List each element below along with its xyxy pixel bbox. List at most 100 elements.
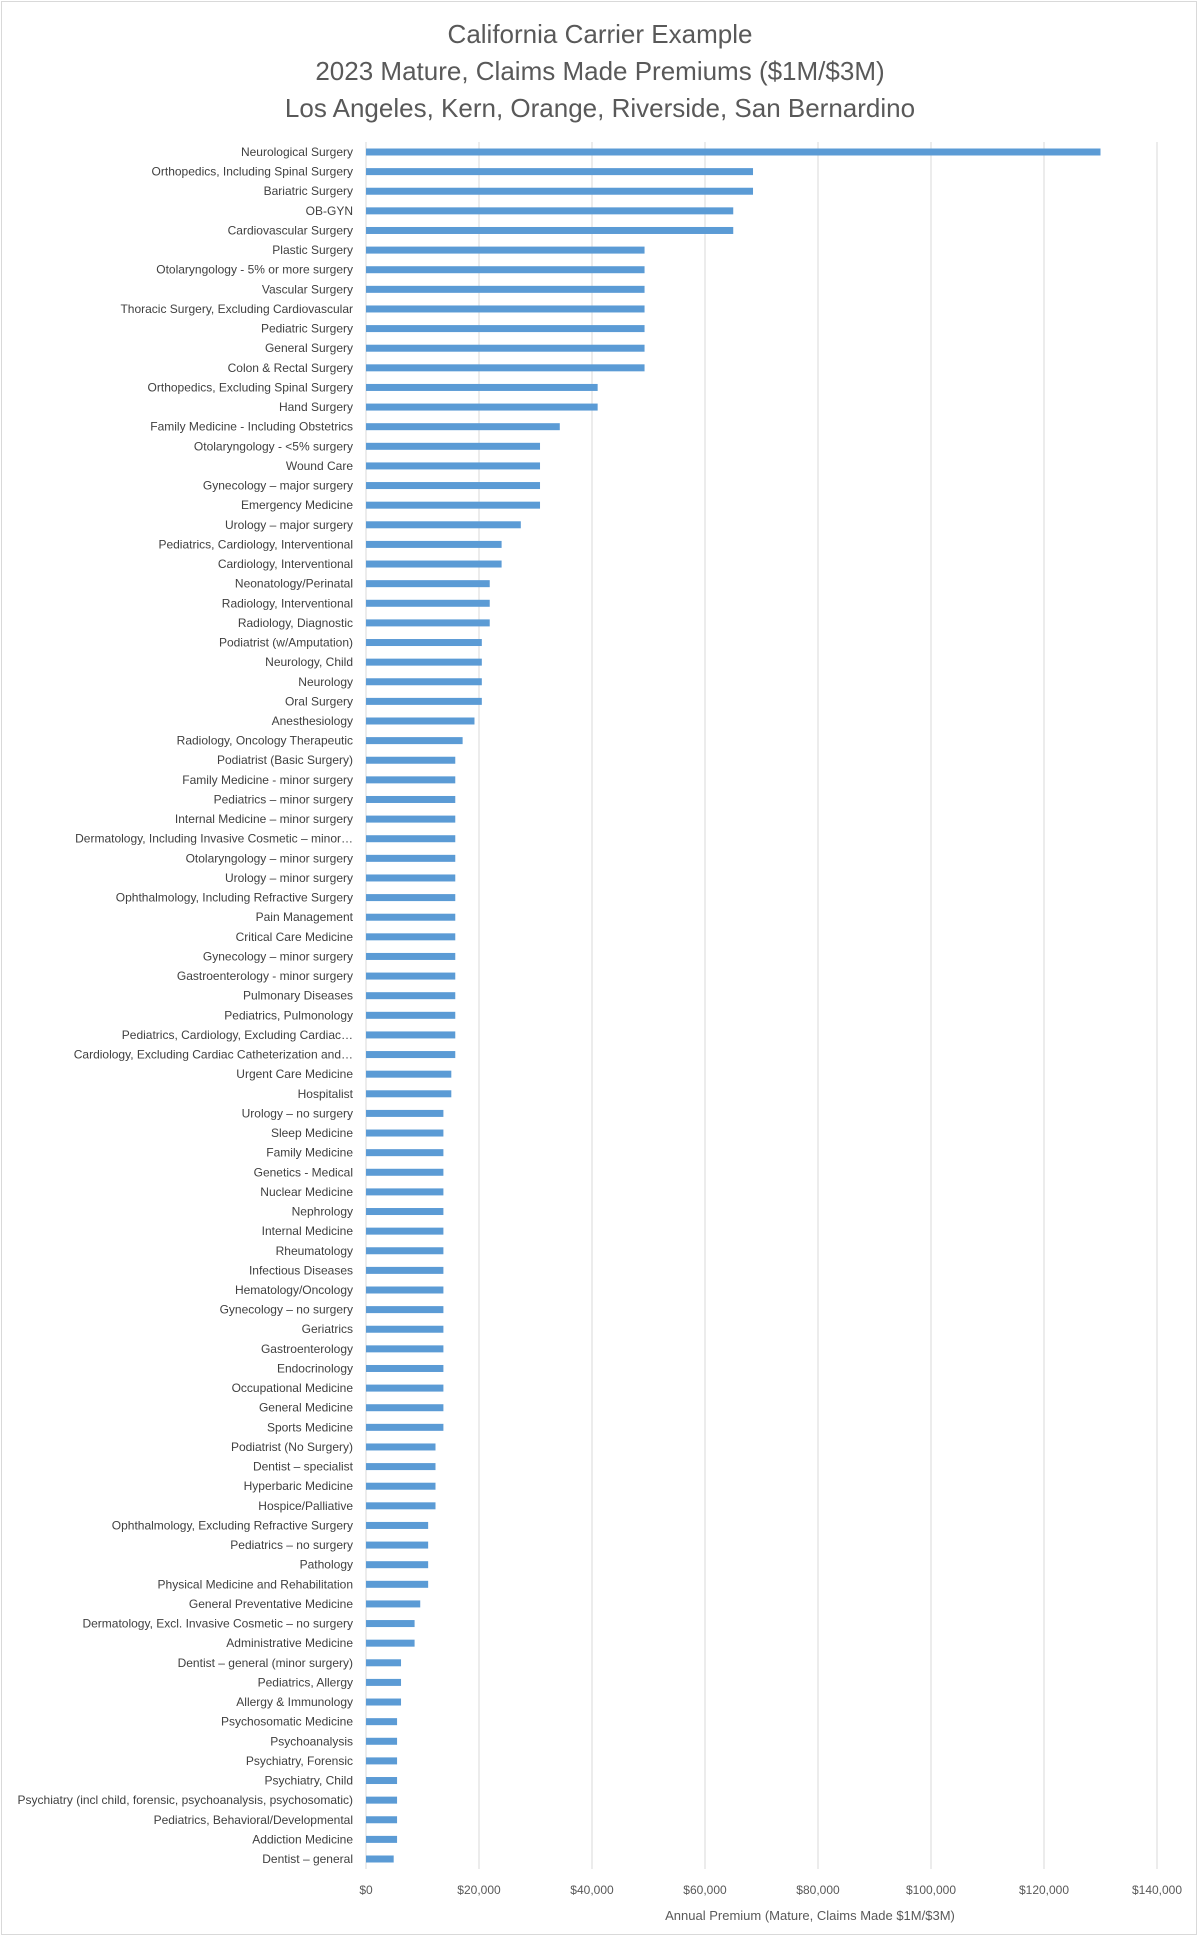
category-label: Administrative Medicine — [226, 1636, 353, 1650]
category-label: Ophthalmology, Including Refractive Surg… — [116, 891, 353, 905]
bar — [366, 1561, 429, 1569]
bar — [366, 1482, 436, 1490]
category-label: Family Medicine - minor surgery — [182, 773, 353, 787]
bar — [366, 1737, 398, 1745]
category-label: Dermatology, Excl. Invasive Cosmetic – n… — [82, 1617, 353, 1631]
category-label: Otolaryngology - <5% surgery — [194, 439, 353, 453]
bar — [366, 501, 541, 509]
bar — [366, 1384, 444, 1392]
x-tick-labels: $0 $20,000 $40,000 $60,000 $80,000 $100,000 $1… — [359, 1883, 1182, 1897]
category-label: Family Medicine - Including Obstetrics — [150, 420, 353, 434]
bar — [366, 1423, 444, 1431]
category-label: Pathology — [300, 1558, 353, 1572]
category-label: Psychiatry, Forensic — [246, 1754, 353, 1768]
category-label: Psychiatry, Child — [265, 1774, 353, 1788]
chart-title-line-2: 2023 Mature, Claims Made Premiums ($1M/$… — [315, 56, 885, 86]
bar — [366, 364, 645, 372]
category-label: Pediatric Surgery — [261, 322, 353, 336]
category-label: Otolaryngology – minor surgery — [186, 851, 353, 865]
category-label: Critical Care Medicine — [236, 930, 354, 944]
bar — [366, 795, 456, 803]
category-label: Colon & Rectal Surgery — [228, 361, 353, 375]
bar — [366, 305, 645, 313]
category-label: Gastroenterology — [261, 1342, 353, 1356]
bar — [366, 1070, 452, 1078]
category-label: General Preventative Medicine — [189, 1597, 353, 1611]
bar — [366, 403, 598, 411]
category-label: Pain Management — [256, 910, 354, 924]
bar — [366, 1325, 444, 1333]
bar — [366, 187, 754, 195]
bar — [366, 1168, 444, 1176]
category-label: Otolaryngology - 5% or more surgery — [156, 263, 353, 277]
category-label: Sports Medicine — [267, 1420, 353, 1434]
category-label: Internal Medicine – minor surgery — [175, 812, 353, 826]
category-label: General Medicine — [259, 1401, 353, 1415]
bar — [366, 1521, 429, 1529]
bar — [366, 776, 456, 784]
category-label: Dentist – specialist — [253, 1460, 354, 1474]
category-label: Genetics - Medical — [254, 1165, 353, 1179]
chart-title: California Carrier Example 2023 Mature, … — [0, 16, 1200, 127]
bars — [366, 148, 1101, 1863]
category-label: Psychiatry (incl child, forensic, psycho… — [18, 1793, 353, 1807]
bar — [366, 1443, 436, 1451]
bar — [366, 442, 541, 450]
category-label: Pediatrics, Cardiology, Interventional — [158, 537, 353, 551]
category-label: Orthopedics, Including Spinal Surgery — [152, 165, 353, 179]
bar — [366, 1600, 421, 1608]
bar — [366, 423, 560, 431]
bar — [366, 815, 456, 823]
category-label: Radiology, Oncology Therapeutic — [177, 734, 353, 748]
bar — [366, 697, 482, 705]
bar — [366, 482, 541, 490]
category-label: Sleep Medicine — [271, 1126, 353, 1140]
bar — [366, 1227, 444, 1235]
bar — [366, 1620, 415, 1628]
bar — [366, 1463, 436, 1471]
bar — [366, 1031, 456, 1039]
x-tick-label: $100,000 — [906, 1883, 956, 1897]
category-label: Plastic Surgery — [272, 243, 353, 257]
bar — [366, 952, 456, 960]
category-label: Neurology — [298, 675, 353, 689]
bar — [366, 207, 734, 215]
category-label: Podiatrist (No Surgery) — [231, 1440, 353, 1454]
bar — [366, 972, 456, 980]
bar — [366, 168, 754, 176]
x-tick-label: $0 — [359, 1883, 373, 1897]
category-label: Urgent Care Medicine — [236, 1067, 353, 1081]
bar — [366, 521, 521, 529]
category-label: Pediatrics, Cardiology, Excluding Cardia… — [122, 1028, 353, 1042]
category-label: Nephrology — [292, 1205, 353, 1219]
bar — [366, 913, 456, 921]
category-label: Dentist – general — [262, 1852, 353, 1866]
bar — [366, 1718, 398, 1726]
category-labels: Neurological Surgery Orthopedics, Includi… — [18, 145, 354, 1866]
category-label: Endocrinology — [277, 1361, 353, 1375]
category-label: Vascular Surgery — [262, 282, 353, 296]
category-label: Allergy & Immunology — [236, 1695, 353, 1709]
bar — [366, 835, 456, 843]
category-label: Urology – no surgery — [242, 1106, 353, 1120]
bar — [366, 344, 645, 352]
bar — [366, 1796, 398, 1804]
bar — [366, 226, 734, 234]
bar — [366, 1835, 398, 1843]
bar — [366, 1011, 456, 1019]
bar — [366, 1051, 456, 1059]
bar — [366, 1404, 444, 1412]
category-label: Cardiology, Interventional — [218, 557, 353, 571]
chart-title-line-3: Los Angeles, Kern, Orange, Riverside, Sa… — [284, 93, 916, 123]
category-label: Pediatrics, Pulmonology — [224, 1008, 353, 1022]
category-label: Physical Medicine and Rehabilitation — [158, 1577, 353, 1591]
bar — [366, 325, 645, 333]
bar — [366, 285, 645, 293]
category-label: Geriatrics — [302, 1322, 353, 1336]
x-tick-label: $20,000 — [457, 1883, 501, 1897]
category-label: Bariatric Surgery — [264, 184, 353, 198]
category-label: Orthopedics, Excluding Spinal Surgery — [148, 380, 353, 394]
bar — [366, 580, 490, 588]
